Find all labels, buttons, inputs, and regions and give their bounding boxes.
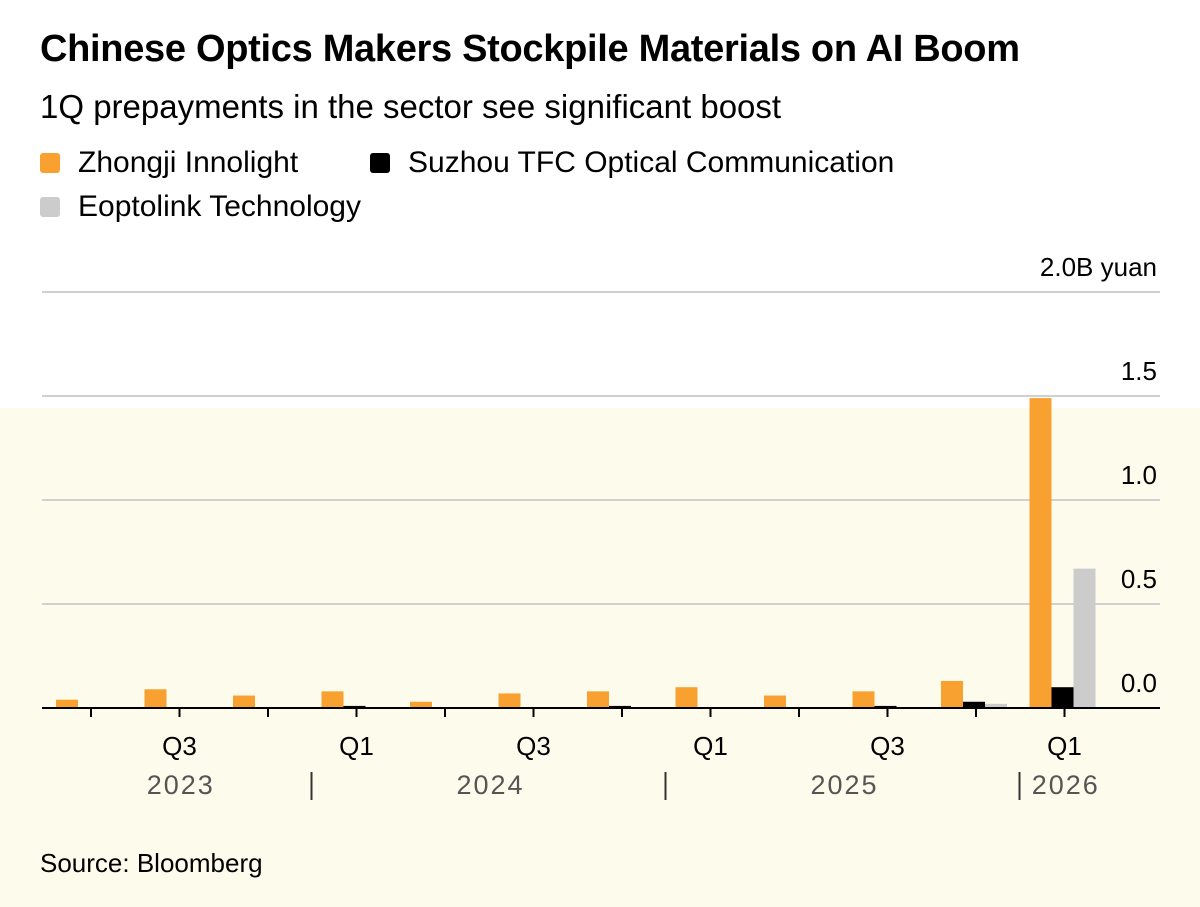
year-label: 2026 (1032, 770, 1100, 800)
bar (144, 689, 167, 708)
y-tick-label: 0.5 (1121, 564, 1157, 594)
legend-swatch-eoptolink (40, 197, 60, 217)
legend-item-eoptolink: Eoptolink Technology (40, 189, 361, 225)
bar (985, 703, 1007, 708)
year-label: 2025 (810, 770, 878, 800)
legend-item-zhongji: Zhongji Innolight (40, 145, 298, 181)
bar (410, 701, 432, 708)
legend-swatch-suzhou (370, 153, 390, 173)
legend-label-suzhou: Suzhou TFC Optical Communication (408, 146, 895, 179)
bar (874, 705, 897, 708)
legend-item-suzhou: Suzhou TFC Optical Communication (370, 145, 894, 181)
x-tick-label: Q1 (1047, 731, 1082, 761)
legend-swatch-zhongji (40, 153, 60, 173)
background-tint (0, 408, 1200, 907)
bar (56, 699, 78, 708)
x-tick-label: Q3 (870, 731, 905, 761)
x-tick-label: Q3 (516, 731, 551, 761)
x-tick-label: Q3 (162, 731, 197, 761)
year-label: 2023 (147, 770, 215, 800)
legend-label-zhongji: Zhongji Innolight (78, 146, 299, 179)
bar (1073, 568, 1096, 708)
bar (321, 691, 344, 708)
bar (941, 680, 963, 708)
bar (963, 701, 985, 708)
bar (675, 687, 698, 708)
bar (233, 695, 255, 708)
source-note: Source: Bloomberg (40, 848, 263, 878)
background-top (0, 0, 1200, 408)
bar (609, 705, 631, 708)
bar (764, 695, 786, 708)
y-tick-label: 1.0 (1121, 460, 1157, 490)
y-tick-label: 2.0B yuan (1040, 252, 1157, 282)
bar (587, 691, 609, 708)
chart-title: Chinese Optics Makers Stockpile Material… (40, 28, 1020, 70)
legend-label-eoptolink: Eoptolink Technology (78, 190, 361, 223)
chart-subtitle: 1Q prepayments in the sector see signifi… (40, 88, 782, 125)
x-tick-label: Q1 (339, 731, 374, 761)
y-tick-label: 1.5 (1121, 356, 1157, 386)
y-tick-label: 0.0 (1121, 668, 1157, 698)
bar (498, 693, 521, 708)
x-tick-label: Q1 (693, 731, 728, 761)
bar (1051, 687, 1074, 708)
year-label: 2024 (456, 770, 524, 800)
bar (852, 691, 875, 708)
bar (1029, 398, 1052, 708)
bar (343, 705, 366, 708)
